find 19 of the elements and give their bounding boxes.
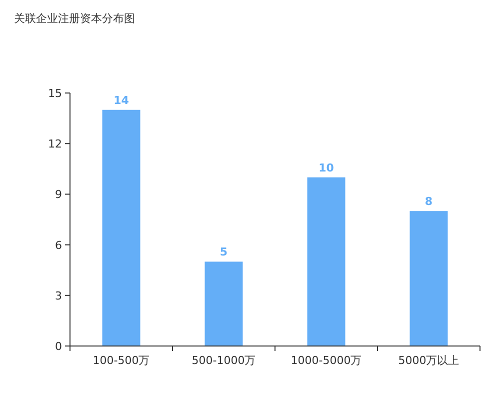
data-label: 5 (220, 246, 228, 259)
y-tick-label: 12 (48, 138, 62, 151)
x-tick-label: 1000-5000万 (290, 354, 362, 367)
y-tick-label: 3 (55, 289, 62, 302)
chart-title: 关联企业注册资本分布图 (14, 12, 135, 25)
bar (410, 211, 448, 346)
data-label: 14 (114, 94, 130, 107)
y-tick-label: 6 (55, 238, 62, 252)
data-label: 8 (424, 195, 433, 208)
y-tick-label: 15 (48, 87, 62, 100)
bar (102, 110, 140, 346)
x-tick-label: 5000万以上 (398, 354, 460, 367)
bar (307, 177, 346, 346)
x-tick-label: 500-1000万 (192, 354, 256, 367)
bar (204, 262, 243, 346)
data-label: 10 (318, 161, 334, 174)
x-tick-label: 100-500万 (92, 354, 150, 367)
y-tick-label: 0 (55, 340, 62, 353)
y-tick-label: 9 (55, 188, 62, 202)
